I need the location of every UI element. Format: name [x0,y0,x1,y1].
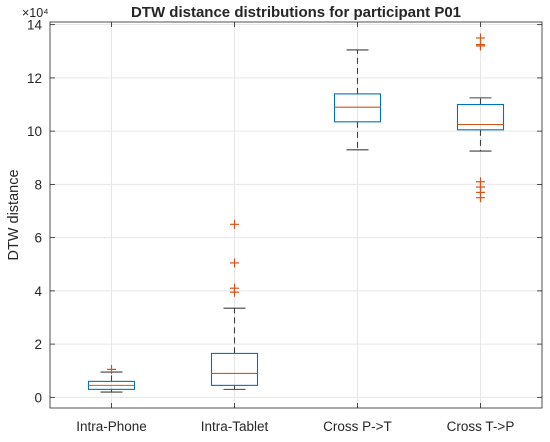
x-tick-label: Cross T->P [447,419,515,434]
x-tick-label: Intra-Tablet [201,419,269,434]
x-tick-label: Cross P->T [323,419,392,434]
outlier-marker [476,177,485,187]
grid-layer [50,22,542,408]
outlier-marker [230,258,239,268]
y-tick-label: 14 [27,18,43,33]
y-tick-label: 6 [34,231,42,246]
outlier-marker [230,283,239,293]
y-tick-label: 8 [34,177,42,192]
iqr-box [210,352,259,386]
box-group [456,33,505,203]
box-layer [87,33,505,393]
y-tick-label: 2 [34,337,42,352]
outlier-marker [230,219,239,229]
y-tick-label: 12 [27,71,42,86]
outlier-marker [107,364,116,374]
y-tick-label: 4 [34,284,42,299]
x-tick-label: Intra-Phone [76,419,147,434]
y-tick-label: 10 [27,124,42,139]
outlier-marker [476,33,485,43]
plot-area [50,22,542,408]
y-axis-exponent-label: ×10⁴ [22,6,49,20]
y-tick-label: 0 [34,390,42,405]
tick-layer: 0 2 4 6 8 10 12 14 Intra-Phone Intra-Tablet Cross … [27,18,542,434]
iqr-box [456,103,505,131]
chart-title: DTW distance distributions for participa… [131,4,461,21]
box-group [210,219,259,390]
y-axis-label: DTW distance [6,169,22,260]
iqr-box [333,93,382,123]
axes-frame [49,21,543,409]
box-group [333,49,382,151]
box-group [87,364,136,393]
